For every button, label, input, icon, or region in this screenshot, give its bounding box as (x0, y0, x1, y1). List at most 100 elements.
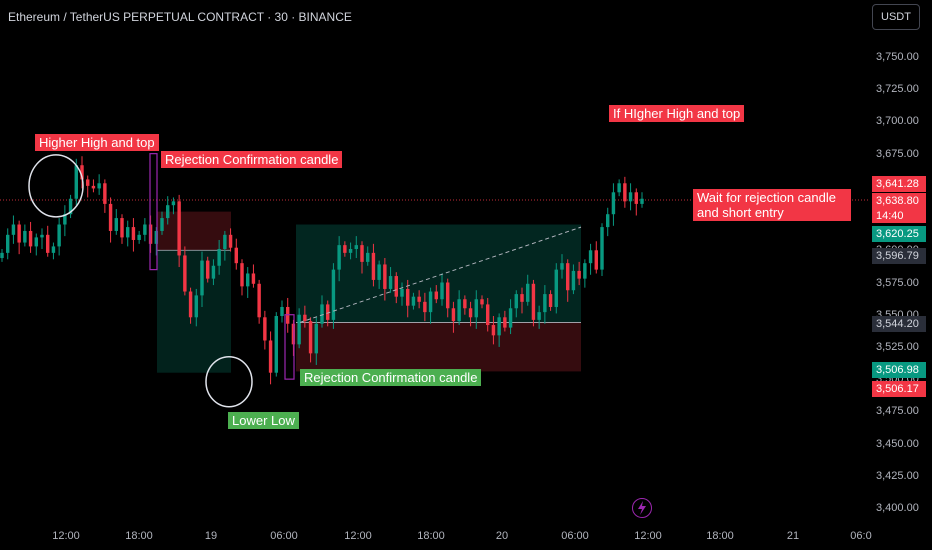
lower-low-label[interactable]: Lower Low (228, 412, 299, 429)
y-tick-label: 3,475.00 (876, 405, 919, 418)
candle-body (571, 270, 576, 291)
higher-high-label-left[interactable]: Higher High and top (35, 134, 159, 151)
candle-body (360, 245, 364, 262)
candle-body (206, 260, 210, 279)
candle-body (457, 299, 461, 322)
candle-body (6, 234, 10, 253)
candle-body (217, 248, 221, 266)
candle-body (171, 201, 176, 206)
stop-zone-mid (296, 322, 581, 372)
candle-body (23, 230, 27, 243)
x-tick-label: 18:00 (125, 530, 153, 542)
flash-icon[interactable] (632, 498, 652, 518)
candle-body (354, 245, 358, 249)
candle-body (80, 165, 84, 180)
x-tick-label: 12:00 (344, 530, 372, 542)
candle-body (160, 218, 164, 231)
x-tick-label: 19 (204, 530, 218, 542)
candlestick-series (0, 156, 644, 385)
candle-body (314, 323, 318, 354)
candle-body (503, 317, 507, 328)
y-tick-label: 3,400.00 (876, 502, 919, 514)
candle-body (234, 247, 238, 264)
candle-body (223, 234, 227, 249)
candle-body (143, 224, 147, 235)
x-tick-label: 20 (495, 530, 509, 542)
candle-body (548, 294, 553, 307)
x-tick-label: 06:00 (270, 530, 298, 542)
candle-body (166, 205, 170, 219)
x-tick-label: 06:00 (561, 530, 589, 542)
candle-body (560, 263, 564, 270)
candle-body (194, 295, 198, 318)
higher-high-label-right[interactable]: If HIgher High and top (609, 105, 745, 122)
circle-lower-low (205, 355, 253, 408)
y-tick-label: 3,750.00 (876, 51, 919, 63)
candle-body (303, 314, 307, 322)
candle-body (46, 234, 50, 253)
candle-body (63, 214, 67, 225)
candle-body (480, 299, 484, 305)
candle-body (554, 269, 558, 307)
x-tick-label: 18:00 (706, 530, 734, 542)
candle-body (617, 183, 621, 193)
candle-body (228, 234, 233, 248)
candle-body (497, 317, 501, 336)
candle-body (103, 183, 107, 204)
green-low-tag: 3,506.98 (872, 362, 926, 378)
candle-body (537, 312, 541, 320)
candle-body (383, 264, 387, 289)
candle-body (68, 198, 73, 215)
candle-body (623, 183, 627, 202)
y-tick-label: 3,700.00 (876, 115, 919, 128)
candle-body (263, 317, 267, 341)
y-tick-label: 3,575.00 (876, 276, 919, 289)
candle-body (240, 263, 244, 287)
x-tick-label: 12:00 (634, 530, 662, 542)
rejection-label-left[interactable]: Rejection Confirmation candle (161, 151, 343, 168)
candle-body (440, 282, 444, 300)
rejection-label-mid[interactable]: Rejection Confirmation candle (300, 369, 482, 386)
candle-body (11, 224, 16, 235)
current-price-tag: 3,638.80 (872, 193, 926, 209)
candle-body (520, 294, 524, 302)
candle-body (286, 306, 290, 324)
candle-body (154, 230, 158, 244)
candle-body (188, 291, 193, 318)
candle-body (428, 291, 433, 313)
candle-body (600, 227, 604, 270)
y-tick-label: 3,450.00 (876, 437, 919, 450)
candle-body (251, 273, 256, 284)
currency-button[interactable]: USDT (872, 4, 920, 30)
candle-body (634, 192, 638, 204)
candle-body (400, 288, 404, 297)
trade-zones (157, 211, 581, 373)
wait-note-label[interactable]: Wait for rejection candle and short entr… (693, 189, 851, 221)
candle-body (108, 203, 113, 231)
x-tick-label: 18:00 (417, 530, 445, 542)
candle-body (577, 270, 581, 279)
symbol-title: Ethereum / TetherUS PERPETUAL CONTRACT ·… (8, 10, 352, 24)
candle-body (394, 276, 398, 297)
candle-body (531, 283, 536, 320)
candle-body (417, 296, 421, 302)
trend-line (299, 226, 582, 323)
candle-body (268, 340, 273, 373)
rejection-box-mid (284, 314, 295, 380)
candle-body (331, 269, 336, 320)
candle-body (543, 294, 547, 313)
candle-body (28, 230, 33, 247)
target-price-tag: 3,620.25 (872, 226, 926, 242)
candle-body (566, 263, 570, 291)
candle-body (91, 185, 96, 189)
candle-body (583, 263, 587, 279)
candle-body (120, 218, 124, 238)
candle-body (97, 183, 101, 189)
candle-body (611, 192, 616, 215)
candle-body (17, 224, 21, 243)
candle-body (463, 299, 467, 309)
candle-body (371, 252, 376, 280)
candle-body (423, 301, 427, 313)
